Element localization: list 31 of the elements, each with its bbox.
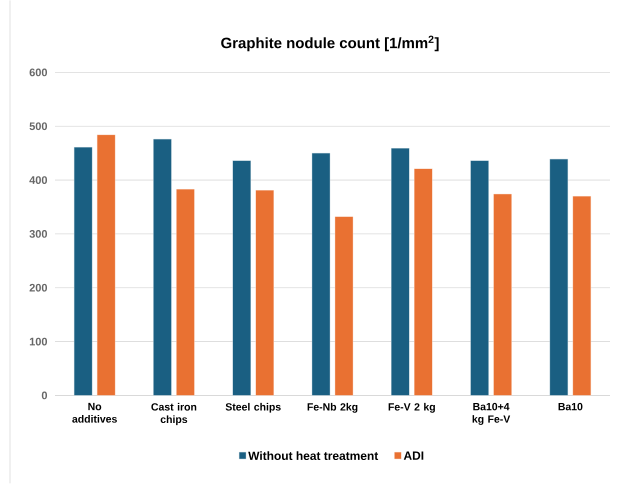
bar bbox=[550, 158, 568, 396]
x-tick-label: Fe-Nb 2kg bbox=[308, 403, 358, 413]
y-tick-label: 500 bbox=[30, 122, 48, 130]
bar bbox=[312, 153, 330, 396]
y-tick-label: 600 bbox=[30, 68, 48, 76]
bar bbox=[391, 148, 410, 396]
y-tick-label: 200 bbox=[30, 284, 48, 292]
bar bbox=[470, 160, 489, 396]
bar bbox=[176, 189, 195, 396]
y-tick-label: 0 bbox=[42, 392, 48, 400]
bar bbox=[153, 139, 172, 396]
bar bbox=[414, 168, 432, 396]
legend-label: ADI bbox=[404, 452, 424, 460]
x-tick-label: No additives bbox=[72, 403, 117, 423]
bar bbox=[334, 216, 354, 396]
bar bbox=[572, 196, 592, 396]
bar bbox=[232, 160, 251, 396]
x-tick-label: Fe-V 2 kg bbox=[388, 403, 435, 413]
y-tick-label: 100 bbox=[30, 338, 48, 346]
bar bbox=[256, 190, 274, 396]
y-tick-label: 400 bbox=[29, 176, 48, 184]
bar bbox=[493, 194, 512, 396]
y-tick-label: 300 bbox=[29, 230, 48, 238]
bar bbox=[74, 147, 92, 396]
bar bbox=[96, 134, 116, 396]
chart-title: Graphite nodule count [1/mm$^{2}$] bbox=[221, 36, 439, 52]
x-tick-label: Steel chips bbox=[226, 403, 281, 413]
x-tick-label: Cast iron chips bbox=[151, 403, 196, 426]
legend-label: Without heat treatment bbox=[248, 451, 378, 460]
x-tick-label: Ba10+4 kg Fe-V bbox=[472, 403, 510, 425]
x-tick-label: Ba10 bbox=[558, 403, 582, 410]
